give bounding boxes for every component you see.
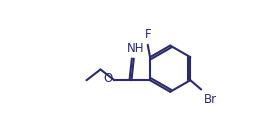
Text: Br: Br [204, 93, 217, 106]
Text: O: O [104, 72, 113, 85]
Text: F: F [145, 28, 152, 41]
Text: NH: NH [127, 42, 144, 55]
